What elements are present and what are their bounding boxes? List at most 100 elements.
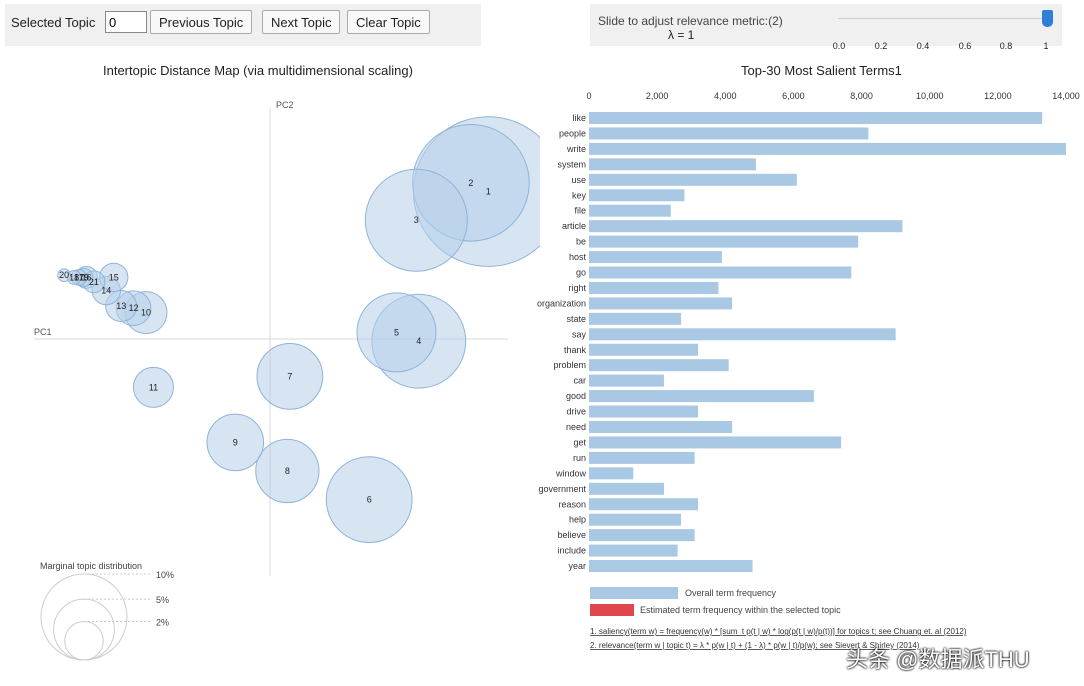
x-tick-label: 10,000	[916, 91, 944, 101]
slider-tick: 0.0	[832, 41, 846, 51]
term-label[interactable]: right	[568, 283, 586, 293]
footnote-relevance[interactable]: 2. relevance(term w | topic t) = λ * p(w…	[590, 641, 920, 650]
previous-topic-button[interactable]: Previous Topic	[150, 10, 253, 34]
topic-bubble[interactable]	[356, 292, 437, 373]
term-bar[interactable]	[589, 544, 678, 557]
salient-terms-title: Top-30 Most Salient Terms1	[741, 63, 902, 78]
topic-label: 11	[149, 382, 158, 392]
topic-bubble[interactable]	[206, 413, 265, 472]
term-bar[interactable]	[589, 390, 814, 403]
term-label[interactable]: write	[566, 144, 586, 154]
term-bar[interactable]	[589, 297, 733, 310]
term-bar[interactable]	[589, 235, 859, 248]
term-bar[interactable]	[589, 220, 903, 233]
term-label[interactable]: like	[572, 113, 586, 123]
term-bar[interactable]	[589, 189, 685, 202]
topic-label: 15	[109, 272, 119, 282]
term-bar[interactable]	[589, 112, 1043, 124]
topic-label: 9	[233, 437, 238, 447]
term-bar[interactable]	[589, 436, 842, 449]
topic-bubble[interactable]	[256, 343, 324, 410]
term-label[interactable]: include	[557, 546, 586, 556]
term-label[interactable]: car	[573, 376, 586, 386]
x-tick-label: 6,000	[782, 91, 805, 101]
term-label[interactable]: believe	[557, 530, 586, 540]
term-bar[interactable]	[589, 173, 797, 186]
term-label[interactable]: article	[562, 221, 586, 231]
topic-bubble[interactable]	[364, 168, 468, 272]
term-bar[interactable]	[589, 421, 733, 433]
term-bar[interactable]	[589, 158, 756, 171]
next-topic-button[interactable]: Next Topic	[262, 10, 341, 34]
clear-topic-button[interactable]: Clear Topic	[347, 10, 430, 34]
selected-topic-label: Selected Topic	[11, 15, 96, 30]
term-bar[interactable]	[589, 343, 699, 356]
overall-frequency-legend: Overall term frequency	[685, 588, 777, 598]
term-label[interactable]: year	[568, 561, 586, 571]
slider-tick: 0.6	[958, 41, 972, 51]
term-bar[interactable]	[589, 127, 869, 140]
term-bar[interactable]	[589, 204, 671, 217]
x-tick-label: 0	[586, 91, 591, 101]
term-label[interactable]: help	[569, 515, 586, 525]
term-bar[interactable]	[589, 498, 699, 511]
term-label[interactable]: good	[566, 391, 586, 401]
slider-footnote-marker: (2)	[768, 14, 783, 28]
term-label[interactable]: problem	[553, 360, 586, 370]
term-bar[interactable]	[589, 451, 695, 464]
selected-topic-input[interactable]	[105, 11, 147, 33]
x-tick-label: 2,000	[646, 91, 669, 101]
term-bar[interactable]	[589, 482, 664, 495]
term-bar[interactable]	[589, 467, 634, 480]
term-bar[interactable]	[589, 266, 852, 279]
term-label[interactable]: people	[559, 128, 586, 138]
term-bar[interactable]	[589, 513, 681, 526]
x-tick-label: 8,000	[850, 91, 873, 101]
term-bar[interactable]	[589, 405, 699, 418]
term-bar[interactable]	[589, 560, 753, 573]
term-bar[interactable]	[589, 312, 681, 325]
term-bar[interactable]	[589, 529, 695, 542]
term-label[interactable]: go	[576, 268, 586, 278]
term-bar[interactable]	[589, 374, 664, 387]
topic-bubble[interactable]	[132, 366, 174, 408]
term-label[interactable]: drive	[566, 407, 586, 417]
term-label[interactable]: window	[555, 468, 587, 478]
term-label[interactable]: thank	[564, 345, 587, 355]
term-bar[interactable]	[589, 251, 722, 264]
topic-label: 19	[79, 272, 89, 282]
legend-label: 10%	[156, 570, 174, 580]
topic-label: 1	[486, 187, 491, 197]
topic-bubble[interactable]	[325, 456, 413, 543]
slider-handle[interactable]	[1042, 10, 1053, 27]
term-label[interactable]: key	[572, 190, 587, 200]
term-label[interactable]: reason	[558, 499, 586, 509]
term-label[interactable]: run	[573, 453, 586, 463]
topic-label: 3	[414, 215, 419, 225]
term-label[interactable]: system	[557, 159, 586, 169]
term-label[interactable]: state	[566, 314, 586, 324]
slider-track[interactable]	[838, 18, 1048, 19]
topic-bubble[interactable]	[57, 268, 71, 283]
term-label[interactable]: use	[571, 175, 586, 185]
term-bar[interactable]	[589, 359, 729, 372]
term-label[interactable]: file	[574, 206, 586, 216]
term-label[interactable]: organization	[537, 298, 586, 308]
term-label[interactable]: say	[572, 329, 587, 339]
term-label[interactable]: host	[569, 252, 587, 262]
topic-label: 10	[141, 308, 151, 318]
footnote-saliency[interactable]: 1. saliency(term w) = frequency(w) * [su…	[590, 627, 967, 636]
marginal-legend: 2% 5% 10%	[40, 570, 174, 661]
term-bar[interactable]	[589, 142, 1066, 155]
x-tick-label: 14,000	[1052, 91, 1080, 101]
term-bar[interactable]	[589, 328, 896, 341]
topic-label: 17	[74, 272, 84, 282]
topic-bubble[interactable]	[255, 438, 320, 504]
term-label[interactable]: government	[538, 484, 586, 494]
topic-label: 20	[59, 270, 69, 280]
term-label[interactable]: need	[566, 422, 586, 432]
term-bar[interactable]	[589, 281, 719, 294]
lambda-value: λ = 1	[668, 28, 695, 42]
term-label[interactable]: be	[576, 237, 586, 247]
term-label[interactable]: get	[573, 437, 586, 447]
